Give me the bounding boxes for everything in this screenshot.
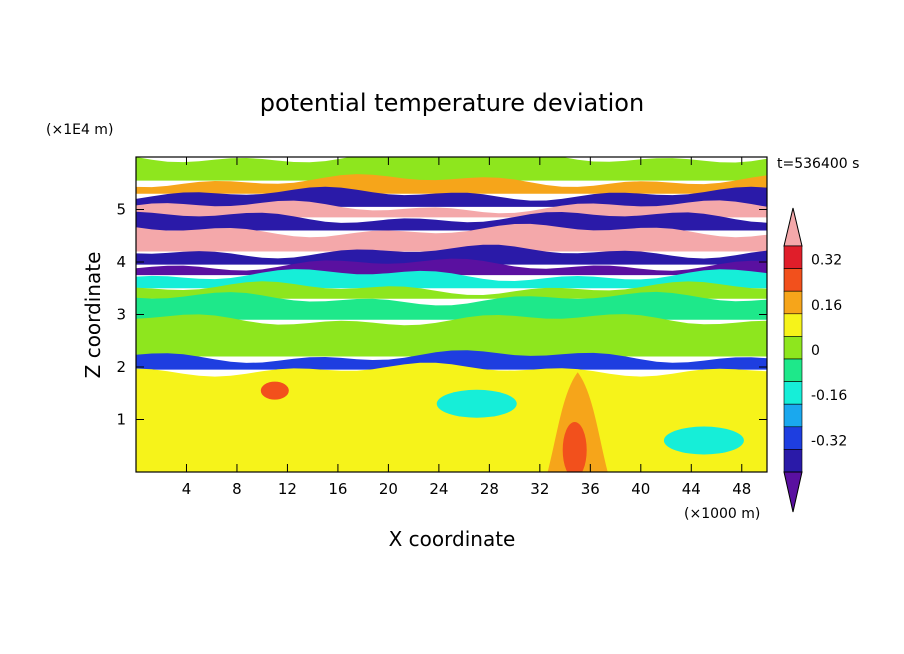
y-tick-label: 4 [116,253,126,271]
contour-field [136,157,767,472]
time-label: t=536400 s [777,156,859,172]
x-unit-label: (×1000 m) [684,506,760,522]
y-tick-label: 2 [116,358,126,376]
x-tick-label: 32 [530,480,549,498]
colorbar-segment [783,268,803,292]
x-tick-label: 20 [379,480,398,498]
colorbar [783,207,803,513]
y-axis-label: Z coordinate [81,252,105,379]
x-tick-label: 48 [732,480,751,498]
colorbar-tick-label: -0.16 [811,388,847,404]
x-tick-label: 44 [682,480,701,498]
field-band [136,362,767,472]
colorbar-segment [783,290,803,315]
cold-patch [436,389,517,418]
field-band [136,174,767,194]
colorbar-tick-label: 0 [811,343,820,359]
x-tick-label: 4 [182,480,192,498]
x-axis-label: X coordinate [389,527,516,551]
x-tick-label: 28 [480,480,499,498]
y-unit-label: (×1E4 m) [46,122,113,138]
warm-tongue [547,372,608,472]
warm-core [562,422,587,472]
field-band [136,281,767,299]
field-band [136,211,767,231]
field-band [136,269,767,289]
x-tick-label: 24 [429,480,448,498]
field-band [136,200,767,218]
y-tick-label: 3 [116,306,126,324]
colorbar-tick-label: 0.32 [811,253,842,269]
field-band [136,157,767,181]
x-tick-label: 40 [631,480,650,498]
x-tick-label: 16 [328,480,347,498]
y-axis-ticks: 1 2 3 4 5 [116,201,767,429]
field-band [136,291,767,320]
colorbar-segment [783,426,803,450]
colorbar-segment [783,358,803,382]
colorbar-segment [783,245,803,269]
colorbar-segment [783,403,803,428]
colorbar-tick-label: -0.32 [811,433,847,449]
colorbar-segment [783,313,803,337]
chart-title: potential temperature deviation [260,89,644,117]
colorbar-tick-label: 0.16 [811,298,842,314]
cold-patch [663,426,744,455]
field-band [136,314,767,357]
x-tick-label: 8 [232,480,242,498]
colorbar-bottom-arrow [783,471,803,513]
x-axis-ticks: 4 8 12 16 20 24 28 32 36 40 44 48 [182,157,751,498]
field-band [136,223,767,252]
colorbar-segment [783,336,803,360]
y-tick-label: 1 [116,411,126,429]
colorbar-labels: 0.32 0.16 0 -0.16 -0.32 [811,253,847,450]
y-tick-label: 5 [116,201,126,219]
field-band [136,244,767,265]
colorbar-segment [783,381,803,405]
x-tick-label: 36 [581,480,600,498]
colorbar-segment [783,449,803,473]
x-tick-label: 12 [278,480,297,498]
warm-cell [260,381,289,400]
colorbar-top-arrow [783,207,803,247]
field-band [136,350,767,370]
